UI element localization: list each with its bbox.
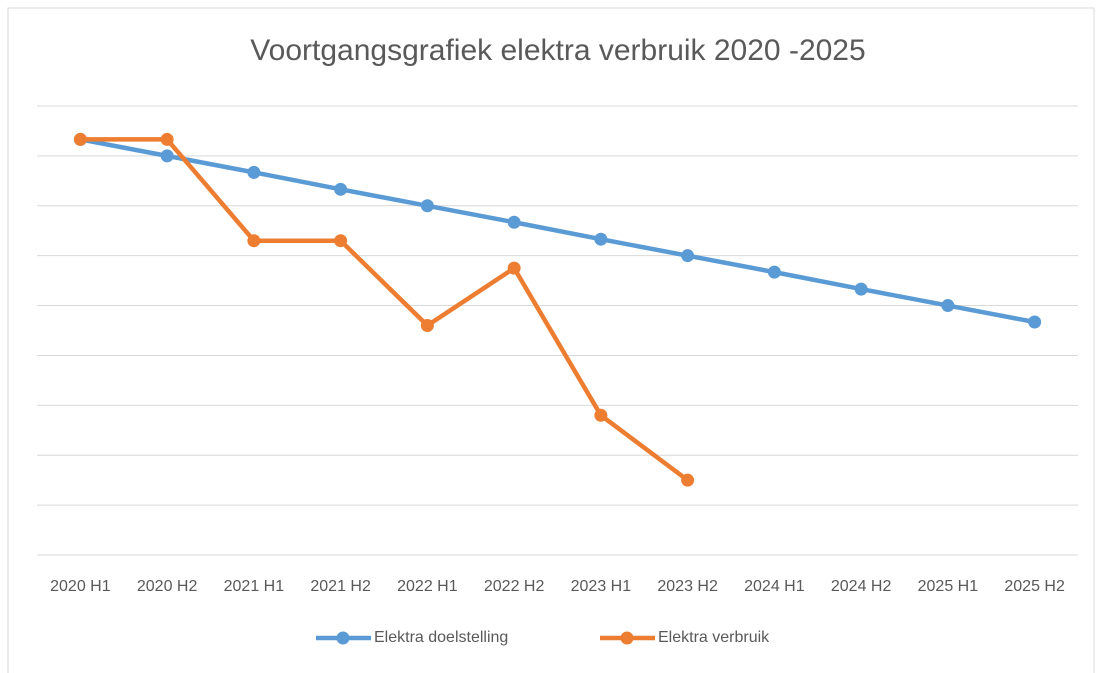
point [334, 234, 348, 248]
x-tick-label: 2023 H1 [571, 578, 632, 595]
x-tick-label: 2025 H1 [918, 578, 979, 595]
point [420, 319, 434, 333]
point [160, 132, 174, 146]
x-tick-label: 2020 H1 [50, 578, 111, 595]
x-tick-label: 2021 H1 [224, 578, 285, 595]
x-tick-label: 2021 H2 [310, 578, 371, 595]
point [1028, 315, 1042, 329]
point [507, 215, 521, 229]
point [594, 232, 608, 246]
point [247, 234, 261, 248]
point [941, 299, 955, 313]
x-tick-label: 2022 H2 [484, 578, 545, 595]
x-tick-label: 2024 H2 [831, 578, 892, 595]
series-line [80, 137, 689, 482]
legend-marker [336, 631, 350, 645]
point [507, 261, 521, 275]
x-tick-label: 2025 H2 [1004, 578, 1065, 595]
point [854, 282, 868, 296]
legend-label: Elektra verbruik [658, 629, 770, 646]
x-tick-label: 2022 H1 [397, 578, 458, 595]
legend-marker [620, 631, 634, 645]
point [681, 473, 695, 487]
x-tick-label: 2024 H1 [744, 578, 805, 595]
legend-label: Elektra doelstelling [374, 629, 508, 646]
point [420, 199, 434, 213]
point [160, 149, 174, 163]
point [594, 408, 608, 422]
chart-title: Voortgangsgrafiek elektra verbruik 2020 … [250, 34, 865, 67]
x-tick-label: 2020 H2 [137, 578, 198, 595]
series-line [79, 137, 1036, 325]
point [73, 132, 87, 146]
point [247, 165, 261, 179]
x-tick-label: 2023 H2 [657, 578, 718, 595]
point [681, 249, 695, 263]
point [767, 265, 781, 279]
chart-frame [7, 7, 1095, 673]
point [334, 182, 348, 196]
